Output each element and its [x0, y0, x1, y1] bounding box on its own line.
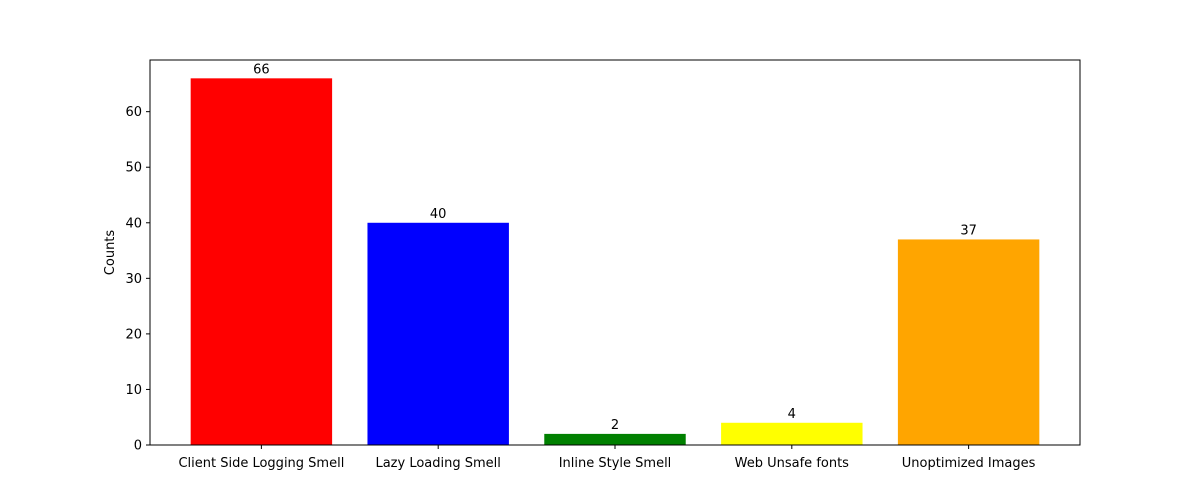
y-tick-label: 50	[125, 161, 142, 176]
data-labels-layer: 66 40 2 4 37	[253, 62, 977, 433]
bar	[367, 222, 509, 445]
x-tick-label: Unoptimized Images	[902, 456, 1036, 471]
y-tick-label: 60	[125, 105, 142, 120]
x-tick-label: Inline Style Smell	[559, 456, 672, 471]
bar-value-label: 37	[960, 223, 977, 238]
bar	[544, 433, 686, 445]
y-tick-label: 10	[125, 383, 142, 398]
x-tick-label: Lazy Loading Smell	[375, 456, 500, 471]
y-tick-label: 40	[125, 216, 142, 231]
x-tick-label: Client Side Logging Smell	[178, 456, 344, 471]
y-axis-title: Counts	[103, 230, 118, 276]
y-tick-label: 0	[134, 439, 142, 454]
y-axis: 0 10 20 30 40 50 60	[125, 105, 150, 454]
y-tick-label: 30	[125, 272, 142, 287]
x-tick-label: Web Unsafe fonts	[735, 456, 850, 471]
plot-frame	[149, 59, 1081, 446]
bar-value-label: 66	[253, 62, 270, 77]
bar	[897, 239, 1040, 445]
y-tick-label: 20	[125, 327, 142, 342]
bar-value-label: 40	[430, 207, 447, 222]
x-axis: Client Side Logging Smell Lazy Loading Sm…	[178, 445, 1036, 471]
bar-value-label: 2	[611, 418, 619, 433]
bar	[721, 422, 863, 445]
bar	[190, 78, 333, 445]
bar-value-label: 4	[788, 407, 796, 422]
bars-layer	[190, 78, 1040, 445]
